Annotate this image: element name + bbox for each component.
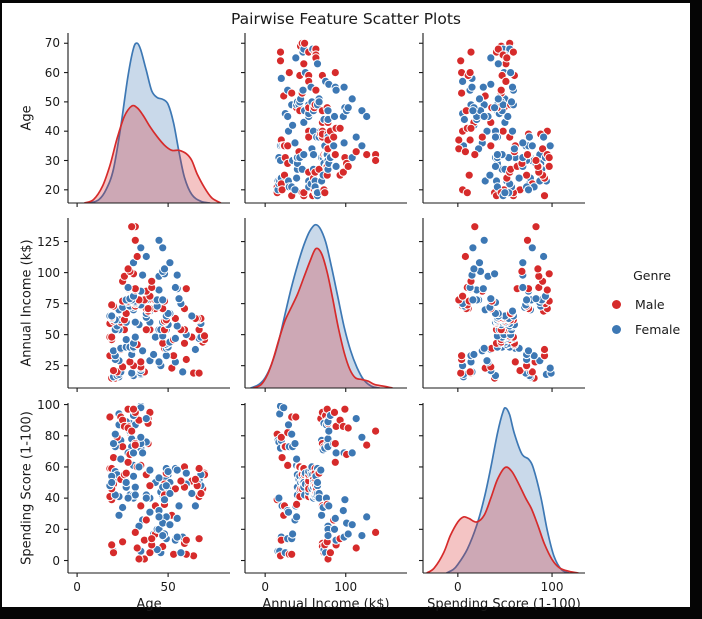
female-marker-icon [612,325,621,334]
male-marker-icon [612,300,621,309]
kde-age-panel [64,33,230,207]
tick-label: 25 [44,358,60,373]
tick-label: 50 [44,327,60,342]
tick-label: 125 [37,234,60,249]
legend-title: Genre [633,268,671,283]
tick-label: 0 [52,553,60,568]
tick-label: 0 [261,580,269,594]
tick-label: 50 [160,580,176,594]
tick-label: 100 [540,580,564,594]
tick-label: 0 [73,580,81,594]
scatter-spending-vs-income [419,218,585,392]
x-axis-label-spending: Spending Score (1-100) [427,597,581,612]
pairplot-figure: Pairwise Feature Scatter Plots Age Annua… [2,3,690,612]
tick-label: 20 [44,522,60,537]
tick-label: 40 [44,124,60,139]
legend-item-female: Female [596,317,702,342]
x-axis-label-age: Age [136,597,162,612]
scatter-age-vs-income [64,218,230,392]
tick-label: 100 [37,265,60,280]
tick-label: 100 [334,580,358,594]
kde-income-panel [241,218,407,392]
tick-label: 75 [44,296,60,311]
legend: Genre Male Female [596,268,702,342]
legend-item-male: Male [596,292,702,317]
tick-label: 20 [44,182,60,197]
kde-spending-panel [419,403,585,577]
tick-label: 0 [454,580,462,594]
tick-label: 30 [44,153,60,168]
tick-label: 100 [37,397,60,412]
scatter-spending-vs-age [419,33,585,207]
tick-label: 60 [44,65,60,80]
scatter-age-vs-spending [64,403,230,577]
chart-title: Pairwise Feature Scatter Plots [231,10,461,28]
scatter-income-vs-spending [241,403,407,577]
scatter-income-vs-age [241,33,407,207]
x-axis-label-income: Annual Income (k$) [262,597,390,612]
tick-label: 80 [44,428,60,443]
tick-label: 60 [44,459,60,474]
legend-label-female: Female [635,322,681,337]
tick-label: 40 [44,491,60,506]
tick-label: 70 [44,36,60,51]
tick-label: 50 [44,94,60,109]
legend-label-male: Male [635,297,665,312]
